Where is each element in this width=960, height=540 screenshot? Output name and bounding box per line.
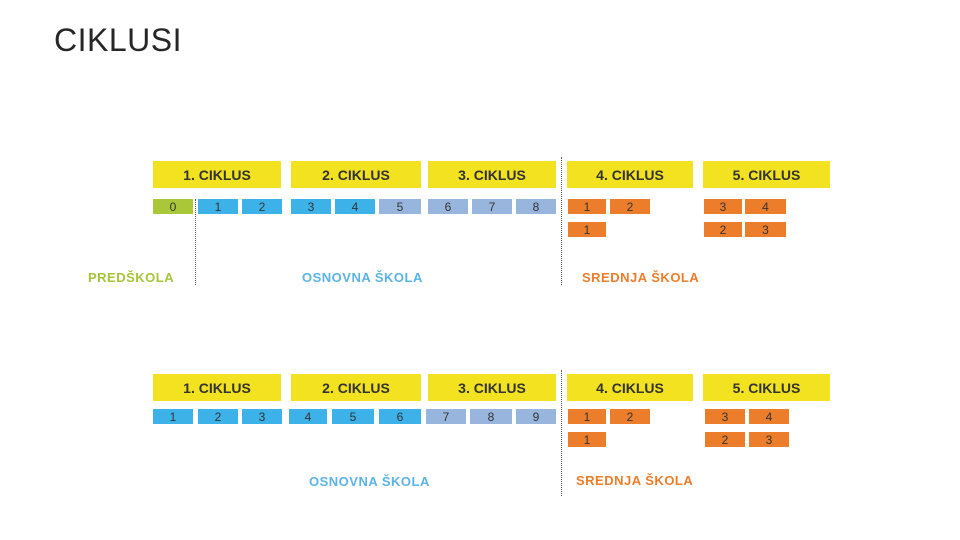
cycle-box: 4. CIKLUS [567,374,693,401]
grade-cell: 2 [198,409,238,424]
grade-cell: 1 [568,222,606,237]
grade-cell: 5 [379,199,421,214]
grade-cell: 8 [470,409,512,424]
grade-cell: 2 [242,199,282,214]
cycle-box: 3. CIKLUS [428,161,556,188]
grade-cell: 3 [705,409,745,424]
grade-cell: 2 [610,199,650,214]
cycle-box: 1. CIKLUS [153,161,281,188]
cycle-box: 2. CIKLUS [291,161,421,188]
cycle-box: 5. CIKLUS [703,374,830,401]
grade-cell: 4 [335,199,375,214]
section-label-srednja: SREDNJA ŠKOLA [582,270,700,285]
grade-cell: 6 [428,199,468,214]
grade-cell: 0 [153,199,193,214]
section-label-osnovna: OSNOVNA ŠKOLA [302,270,423,285]
grade-cell: 3 [749,432,789,447]
grade-cell: 2 [704,222,742,237]
grade-cell: 3 [745,222,786,237]
grade-cell: 6 [379,409,421,424]
section-divider [195,199,196,285]
grade-cell: 1 [198,199,238,214]
grade-cell: 8 [516,199,556,214]
section-label-srednja: SREDNJA ŠKOLA [576,473,694,488]
grade-cell: 3 [242,409,282,424]
grade-cell: 9 [516,409,556,424]
grade-cell: 4 [745,199,786,214]
grade-cell: 7 [426,409,466,424]
grade-cell: 3 [291,199,331,214]
grade-cell: 4 [749,409,789,424]
section-divider [561,370,562,496]
grade-cell: 2 [610,409,650,424]
grade-cell: 7 [472,199,512,214]
grade-cell: 2 [705,432,745,447]
cycle-box: 1. CIKLUS [153,374,281,401]
section-divider [561,157,562,285]
grade-cell: 1 [568,199,606,214]
cycle-box: 5. CIKLUS [703,161,830,188]
grade-cell: 4 [289,409,327,424]
grade-cell: 1 [153,409,193,424]
cycle-box: 2. CIKLUS [291,374,421,401]
section-label-predskola: PREDŠKOLA [88,270,175,285]
grade-cell: 1 [568,409,606,424]
section-label-osnovna: OSNOVNA ŠKOLA [309,474,430,489]
cycle-box: 4. CIKLUS [567,161,693,188]
cycle-box: 3. CIKLUS [428,374,556,401]
grade-cell: 1 [568,432,606,447]
slide-title: CIKLUSI [54,22,182,58]
grade-cell: 3 [704,199,742,214]
grade-cell: 5 [332,409,374,424]
